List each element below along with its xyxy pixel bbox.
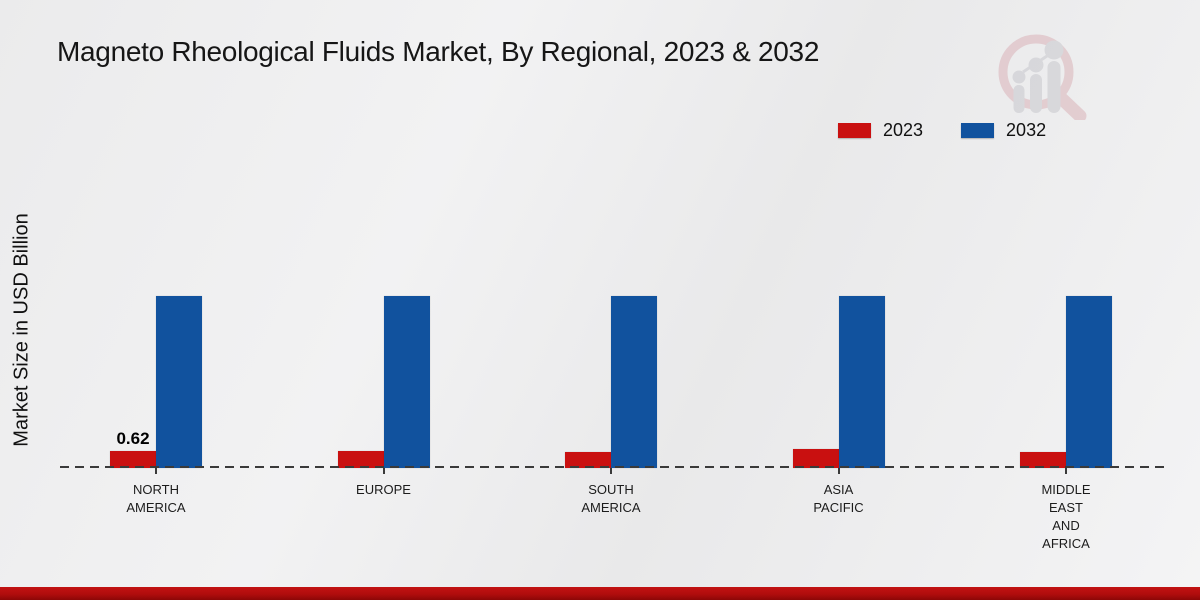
x-axis-line [60, 466, 1165, 468]
bar-2032-asia-pacific [838, 296, 885, 468]
x-axis-label-north-america: NORTH AMERICA [126, 482, 186, 515]
legend-swatch-2023 [838, 123, 871, 138]
x-axis-tick [1065, 468, 1067, 474]
bar-value-label: 0.62 [116, 429, 150, 448]
x-axis-label-asia-pacific: ASIA PACIFIC [813, 482, 864, 515]
bar-2023-europe [337, 451, 384, 468]
bar-2032-europe [383, 296, 430, 468]
bar-2023-north-america [110, 451, 156, 468]
x-axis-tick [837, 468, 840, 474]
chart-title: Magneto Rheological Fluids Market, By Re… [57, 36, 820, 67]
x-axis-tick [610, 468, 612, 474]
bar-2032-south-america [611, 296, 657, 468]
magnifier-handle [1053, 90, 1087, 120]
legend-item-2023: 2023 [838, 120, 923, 141]
bar-2023-middle-east-and-africa [1020, 452, 1066, 468]
legend-swatch-2032 [961, 123, 995, 138]
x-axis-tick [382, 468, 385, 474]
x-axis-label-south-america: SOUTH AMERICA [581, 482, 641, 515]
legend-label: 2023 [883, 120, 924, 140]
x-axis-label-middle-east-and-africa: MIDDLE EAST AND AFRICA [1041, 482, 1091, 551]
x-axis-tick [155, 468, 157, 474]
legend-item-2032: 2032 [961, 120, 1046, 141]
bar-2032-middle-east-and-africa [1066, 296, 1112, 468]
legend-label: 2032 [1006, 120, 1047, 140]
bar-2023-asia-pacific [792, 449, 839, 468]
footer-bar [0, 587, 1200, 600]
legend: 2023 2032 [838, 120, 1046, 141]
x-axis-label-europe: EUROPE [356, 482, 411, 497]
brand-logo-icon [998, 34, 1087, 120]
bar-2023-south-america [565, 452, 611, 468]
bar-2032-north-america [156, 296, 202, 468]
